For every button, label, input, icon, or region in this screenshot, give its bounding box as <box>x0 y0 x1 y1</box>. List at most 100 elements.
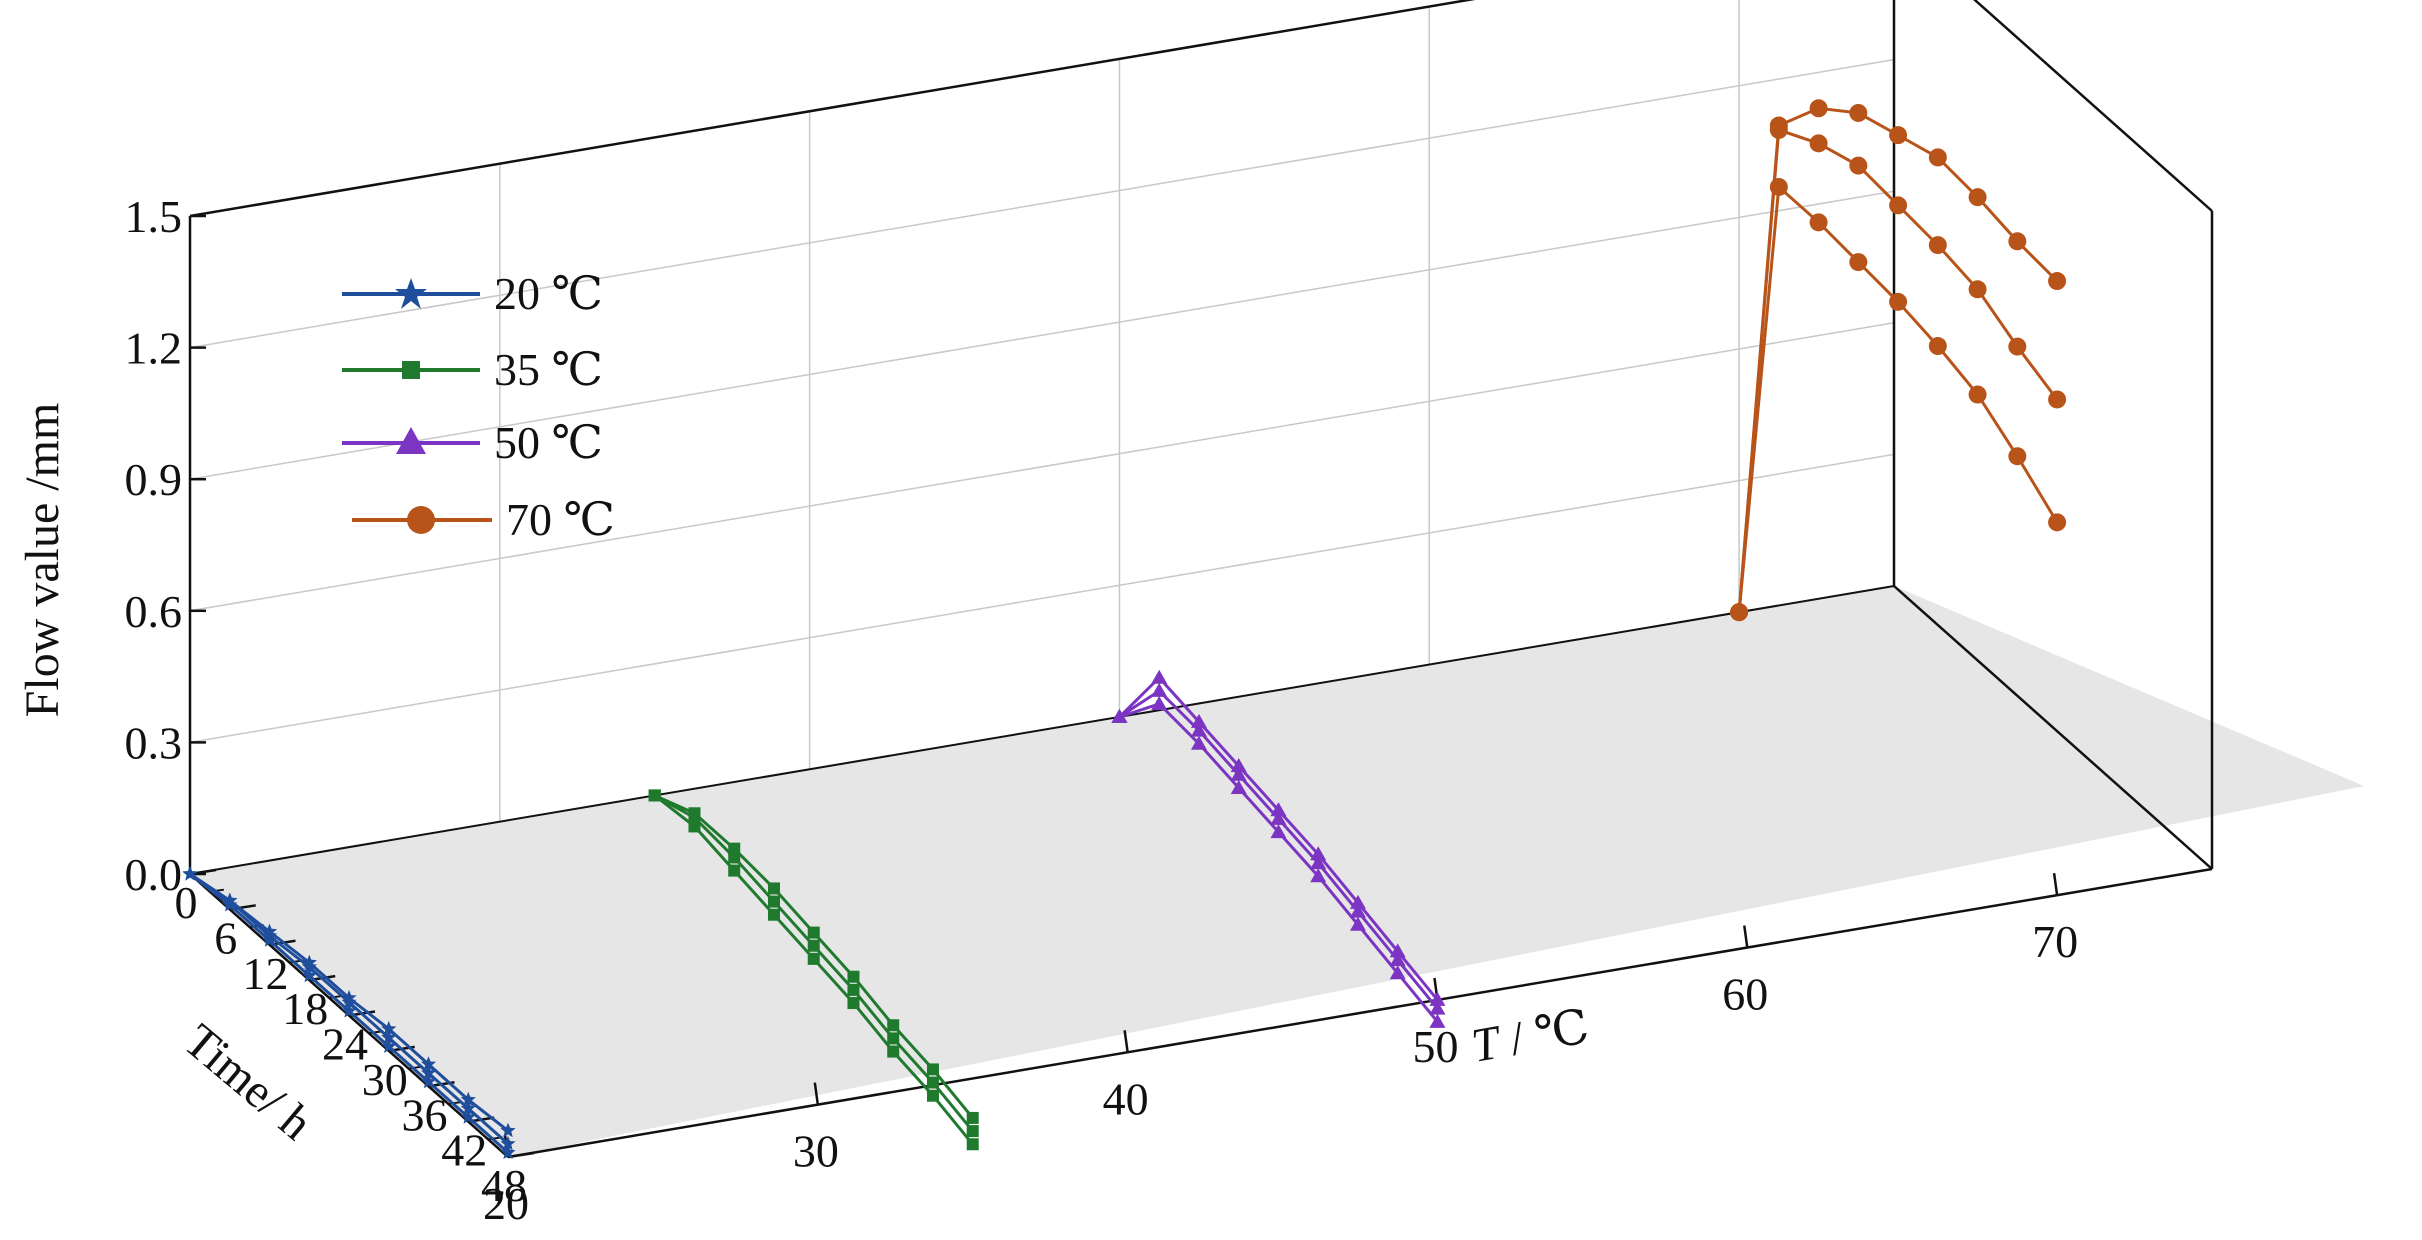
data-point <box>2008 232 2027 251</box>
data-point <box>1849 103 1868 122</box>
data-point <box>926 1089 939 1102</box>
time-tick-label: 18 <box>282 983 328 1034</box>
series-20 <box>182 866 516 1160</box>
floor-right-edge <box>1893 585 2213 870</box>
data-point <box>688 820 701 833</box>
data-point <box>1849 156 1868 175</box>
data-point <box>1809 99 1828 118</box>
data-point <box>1151 696 1168 711</box>
time-tick-label: 24 <box>322 1019 368 1070</box>
data-point <box>500 1122 516 1138</box>
data-point <box>2048 390 2067 409</box>
x-tick <box>1743 925 1749 948</box>
data-point <box>1769 177 1788 196</box>
time-tick-label: 12 <box>243 948 289 999</box>
data-point <box>420 1056 437 1071</box>
series-line <box>1737 183 2059 613</box>
top-right-edge <box>1973 0 2213 212</box>
data-point <box>261 932 278 947</box>
time-tick-label: 30 <box>362 1054 408 1105</box>
data-point <box>648 789 661 802</box>
data-point <box>767 882 780 895</box>
data-point <box>301 959 317 974</box>
data-point <box>500 1135 516 1151</box>
z-tick-label: 0.3 <box>125 717 183 768</box>
data-point <box>1968 188 1987 207</box>
series-lines <box>182 99 2067 1160</box>
data-point <box>2008 337 2027 356</box>
data-point <box>926 1076 939 1089</box>
data-point <box>1190 735 1207 750</box>
data-point <box>420 1073 437 1089</box>
data-point <box>341 994 357 1009</box>
data-point <box>1809 213 1828 232</box>
data-point <box>1429 1013 1446 1028</box>
data-point <box>1230 766 1247 781</box>
z-gridline <box>189 453 1895 744</box>
z-tick-label: 0.9 <box>125 454 183 505</box>
data-point <box>1389 965 1406 980</box>
data-point <box>887 1019 900 1032</box>
series-70 <box>1730 120 2067 622</box>
z-gridline <box>189 0 1473 217</box>
data-point <box>1730 603 1749 622</box>
legend-label-70: 70 ℃ <box>506 494 615 545</box>
data-point <box>1230 779 1247 794</box>
legend-marker-triangle <box>396 427 426 454</box>
z-tick-label: 1.5 <box>125 191 183 242</box>
data-point <box>1151 669 1168 684</box>
time-tick-label: 48 <box>481 1160 527 1211</box>
data-point <box>847 997 860 1010</box>
data-point <box>1889 292 1908 311</box>
legend: 20 ℃ 35 ℃ 50 ℃ 70 ℃ <box>342 268 615 545</box>
data-point <box>1151 682 1168 697</box>
legend-marker-square <box>402 361 420 379</box>
series-70 <box>1730 177 2067 622</box>
data-point <box>1889 196 1908 215</box>
data-point <box>301 967 317 983</box>
data-point <box>1968 280 1987 299</box>
data-point <box>1849 253 1868 272</box>
data-point <box>1111 708 1128 723</box>
data-point <box>2048 513 2067 532</box>
legend-marker-circle <box>407 506 435 534</box>
data-point <box>2048 272 2067 291</box>
x-tick-label: 40 <box>1103 1073 1149 1124</box>
z-tick-label: 0.0 <box>125 849 183 900</box>
floor-plane <box>190 586 2364 1157</box>
data-point <box>1968 385 1987 404</box>
data-point <box>341 1003 357 1018</box>
data-point <box>1928 236 1947 255</box>
data-point <box>966 1138 979 1151</box>
data-point <box>767 895 780 908</box>
time-tick-label: 42 <box>441 1125 487 1176</box>
data-point <box>728 851 741 864</box>
data-point <box>728 864 741 877</box>
x-tick-label: 60 <box>1722 969 1768 1020</box>
data-point <box>1429 1000 1446 1015</box>
data-point <box>1190 722 1207 737</box>
x-tick <box>2052 873 2059 896</box>
series-35 <box>648 789 979 1151</box>
legend-label-35: 35 ℃ <box>494 344 603 395</box>
x-tick-label: 30 <box>793 1126 839 1177</box>
x-axis-title-unit: / ℃ <box>1494 1000 1593 1068</box>
legend-label-50: 50 ℃ <box>494 417 603 468</box>
data-point <box>420 1065 437 1080</box>
data-point <box>460 1109 476 1124</box>
series-70 <box>1730 99 2067 622</box>
x-axis-title: T / ℃ <box>1468 1000 1593 1073</box>
data-point <box>807 952 820 965</box>
data-point <box>2008 447 2027 466</box>
data-point <box>1310 868 1327 883</box>
data-point <box>926 1063 939 1076</box>
data-point <box>966 1111 979 1124</box>
z-axis-title: Flow value /mm <box>16 403 69 718</box>
data-point <box>1310 855 1327 870</box>
data-point <box>460 1100 476 1115</box>
data-point <box>887 1032 900 1045</box>
data-point <box>381 1029 397 1045</box>
data-point <box>1928 148 1947 167</box>
